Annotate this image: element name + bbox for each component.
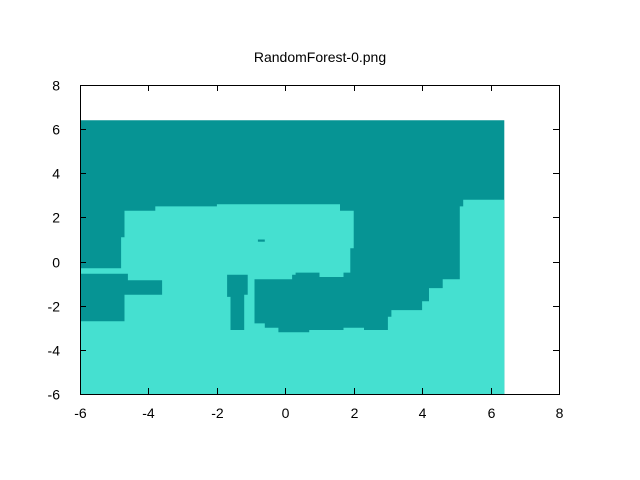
y-tick-label: 2 bbox=[52, 210, 60, 226]
region-light-1 bbox=[80, 199, 505, 394]
plot-frame bbox=[80, 85, 560, 395]
axis-ticks: -6 -4 -2 0 2 4 6 8 -6 -4 -2 0 2 4 6 8 bbox=[48, 78, 564, 422]
x-tick-label: 4 bbox=[419, 405, 427, 421]
y-tick-label: 6 bbox=[52, 122, 60, 138]
y-tick-label: -6 bbox=[48, 387, 61, 403]
y-tick-label: -4 bbox=[48, 343, 61, 359]
x-tick-label: -6 bbox=[74, 405, 87, 421]
decision-regions bbox=[80, 120, 505, 395]
chart-title: RandomForest-0.png bbox=[254, 49, 386, 65]
y-tick-label: 4 bbox=[52, 166, 60, 182]
x-tick-label: 2 bbox=[351, 405, 359, 421]
region-dark-3 bbox=[227, 274, 248, 330]
x-tick-label: 6 bbox=[488, 405, 496, 421]
y-tick-label: 0 bbox=[52, 255, 60, 271]
region-dark-2 bbox=[257, 274, 340, 322]
x-tick-label: -2 bbox=[211, 405, 224, 421]
x-tick-label: 8 bbox=[556, 405, 564, 421]
y-tick-label: 8 bbox=[52, 78, 60, 94]
y-tick-label: -2 bbox=[48, 299, 61, 315]
region-dark-4 bbox=[257, 239, 265, 242]
x-tick-label: 0 bbox=[282, 405, 290, 421]
x-tick-label: -4 bbox=[142, 405, 155, 421]
